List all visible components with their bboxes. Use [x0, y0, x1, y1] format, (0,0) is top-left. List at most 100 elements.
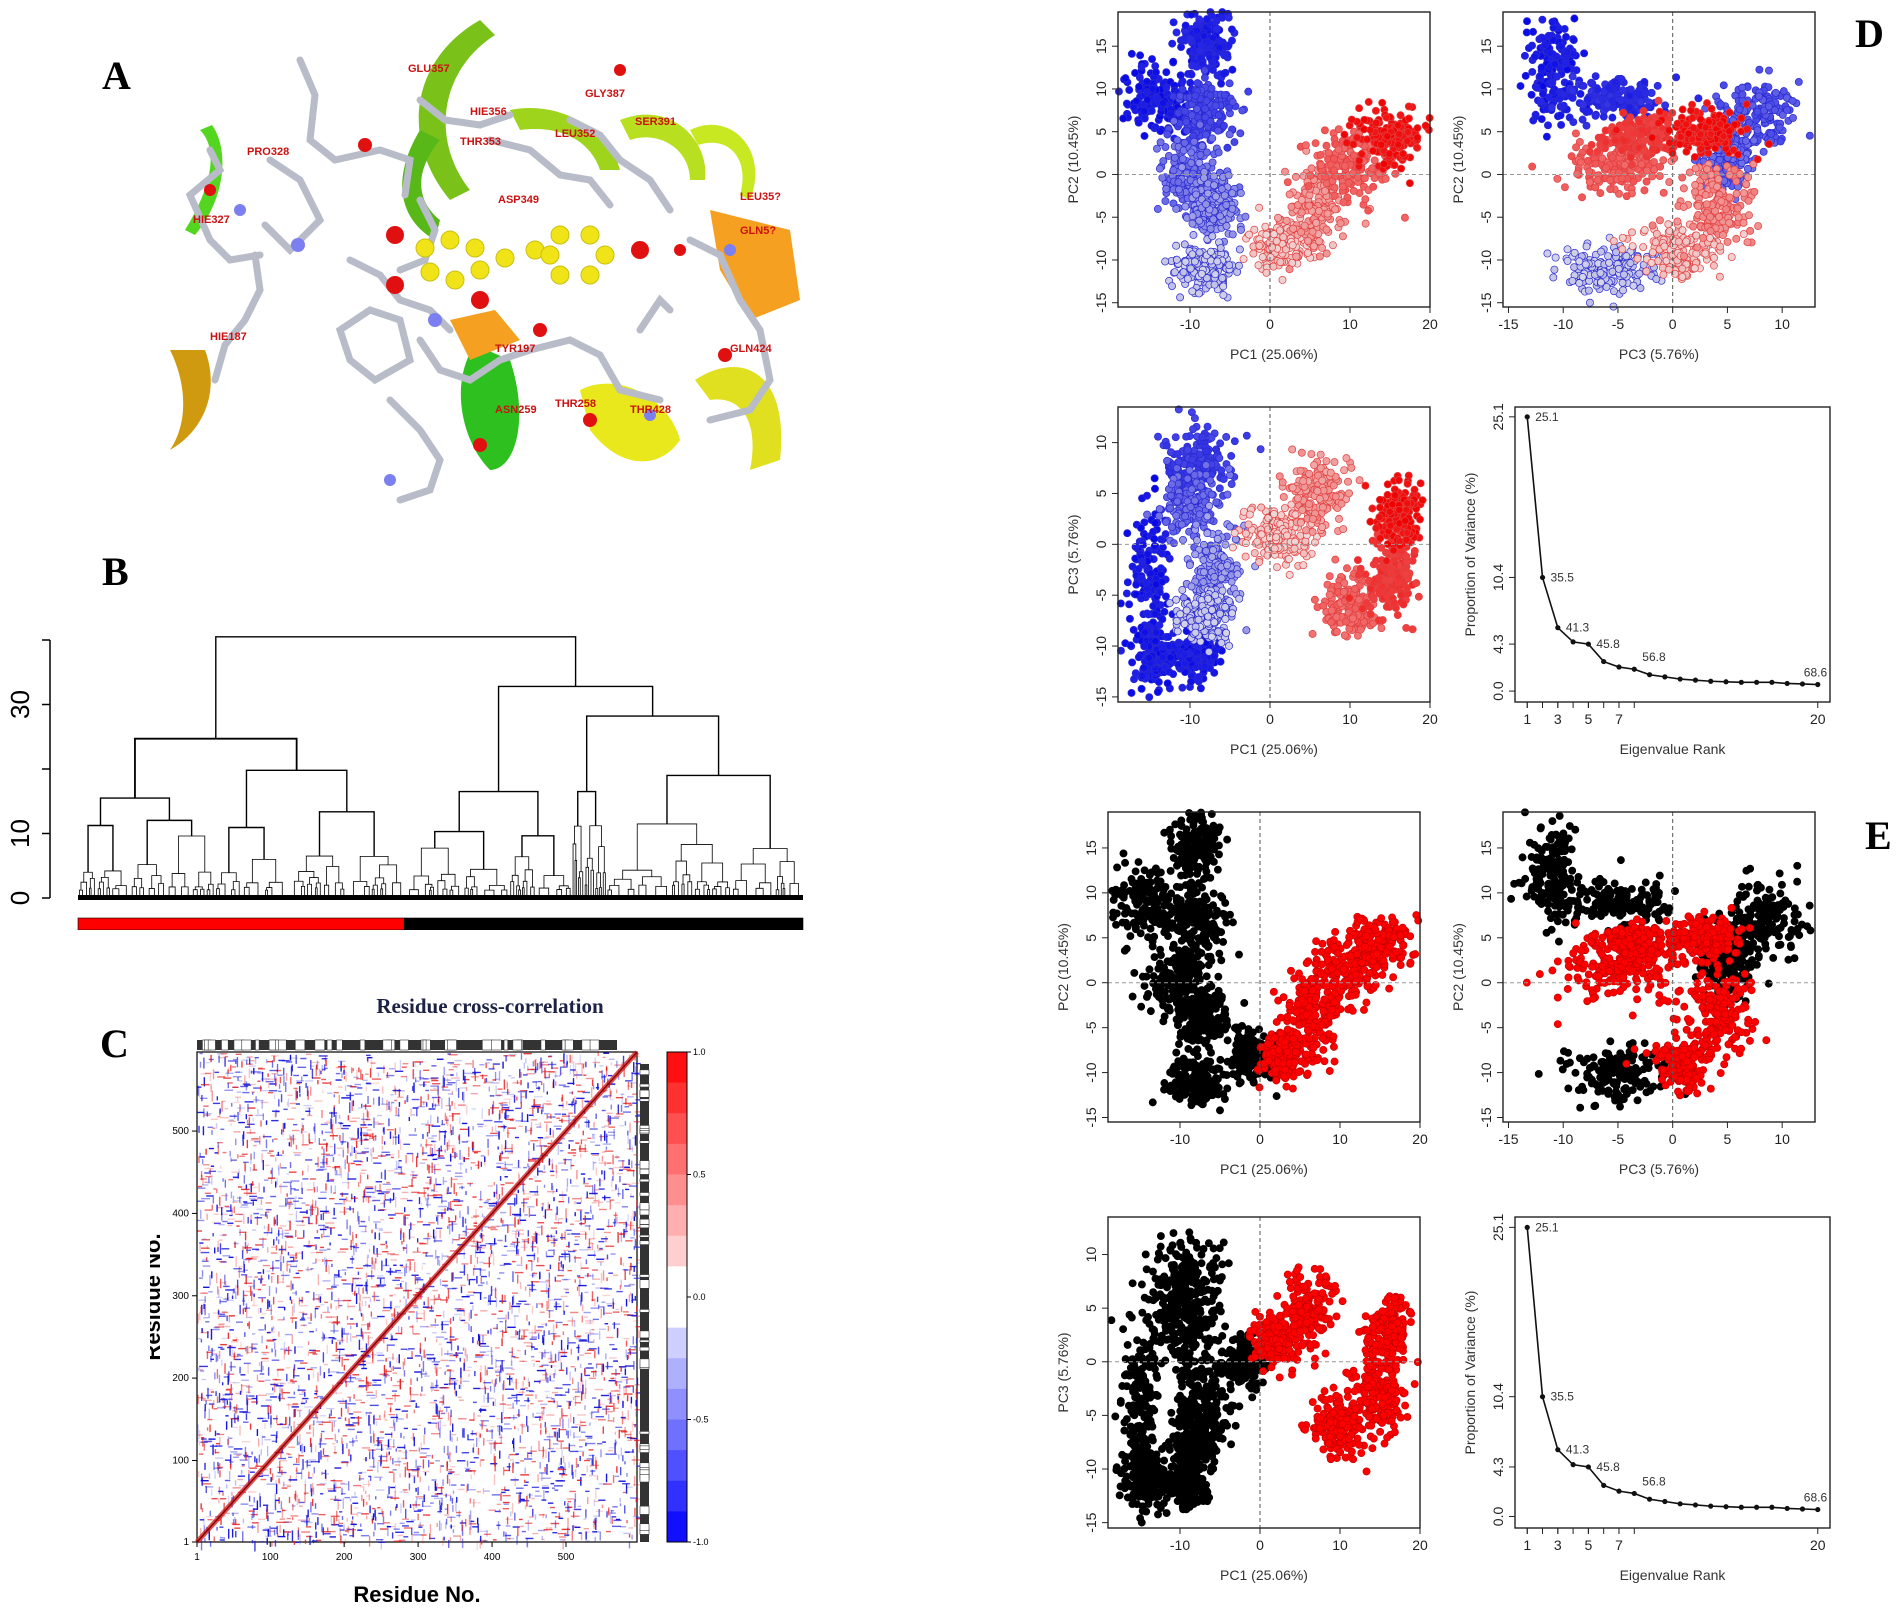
heatmap-cell [410, 1305, 418, 1307]
heatmap-cell [593, 1230, 595, 1239]
heatmap-cell [403, 1462, 407, 1465]
heatmap-cell [481, 1420, 483, 1430]
heatmap-cell [554, 1433, 556, 1438]
heatmap-cell [445, 1518, 448, 1525]
heatmap-cell [420, 1355, 423, 1361]
heatmap-cell [495, 1359, 505, 1362]
heatmap-cell [299, 1533, 301, 1545]
heatmap-cell [532, 1412, 534, 1418]
heatmap-cell [499, 1509, 501, 1513]
heatmap-cell [631, 1145, 633, 1153]
heatmap-cell [431, 1065, 437, 1067]
heatmap-cell [535, 1412, 543, 1414]
heatmap-cell [529, 1287, 531, 1297]
heatmap-cell [233, 1200, 241, 1202]
heatmap-cell [443, 1536, 445, 1541]
heatmap-cell [393, 1472, 395, 1483]
heatmap-cell [309, 1424, 315, 1426]
heatmap-cell [338, 1060, 346, 1063]
heatmap-cell [218, 1324, 224, 1326]
heatmap-cell [615, 1518, 621, 1521]
heatmap-cell [395, 1448, 397, 1452]
heatmap-cell [458, 1399, 464, 1401]
heatmap-cell [447, 1455, 450, 1459]
heatmap-cell [349, 1333, 352, 1342]
heatmap-cell [239, 1390, 242, 1395]
heatmap-cell [394, 1392, 396, 1402]
label-thr428: THR428 [630, 404, 671, 416]
heatmap-cell [403, 1370, 406, 1377]
heatmap-cell [351, 1520, 353, 1525]
heatmap-cell [530, 1450, 537, 1452]
heatmap-cell [373, 1433, 375, 1444]
heatmap-cell [217, 1433, 225, 1436]
heatmap-cell [412, 1428, 418, 1430]
heatmap-cell [232, 1076, 242, 1078]
heatmap-cell [406, 1349, 410, 1351]
heatmap-cell [503, 1124, 505, 1132]
heatmap-cell [457, 1308, 465, 1310]
heatmap-cell [505, 1182, 514, 1184]
heatmap-cell [571, 1464, 573, 1476]
heatmap-cell [359, 1172, 366, 1174]
heatmap-cell [561, 1348, 564, 1355]
heatmap-cell [628, 1082, 637, 1084]
heatmap-cell [622, 1268, 628, 1271]
heatmap-cell [337, 1417, 342, 1419]
heatmap-cell [558, 1462, 561, 1469]
heatmap-cell [308, 1477, 313, 1479]
heatmap-cell [508, 1100, 511, 1105]
heatmap-cell [618, 1429, 620, 1439]
heatmap-cell [361, 1494, 363, 1501]
heatmap-cell [292, 1200, 300, 1202]
heatmap-cell [261, 1100, 263, 1109]
heatmap-cell [633, 1320, 640, 1322]
heatmap-cell [308, 1209, 315, 1211]
heatmap-cell [297, 1367, 305, 1370]
heatmap-cell [343, 1064, 346, 1073]
heatmap-cell [506, 1093, 515, 1096]
heatmap-cell [535, 1081, 538, 1087]
heatmap-cell [574, 1391, 581, 1393]
heatmap-cell [602, 1143, 612, 1145]
heatmap-cell [599, 1178, 601, 1187]
heatmap-cell [493, 1192, 497, 1194]
heatmap-cell [527, 1230, 529, 1237]
heatmap-cell [226, 1315, 228, 1322]
heatmap-cell [520, 1388, 526, 1390]
heatmap-cell [244, 1075, 246, 1085]
heatmap-cell [561, 1190, 564, 1200]
heatmap-cell [422, 1459, 425, 1469]
heatmap-cell [220, 1213, 228, 1215]
heatmap-cell [610, 1509, 613, 1514]
heatmap-cell [548, 1158, 551, 1166]
heatmap-cell [392, 1188, 401, 1190]
heatmap-cell [302, 1124, 304, 1131]
heatmap-cell [248, 1068, 251, 1079]
heatmap-cell [359, 1126, 368, 1129]
heatmap-cell [352, 1100, 355, 1107]
heatmap-cell [360, 1220, 366, 1223]
heatmap-cell [280, 1129, 283, 1135]
heatmap-cell [547, 1310, 554, 1312]
heatmap-cell [417, 1221, 423, 1223]
heatmap-cell [550, 1227, 557, 1229]
heatmap-cell [299, 1131, 308, 1133]
heatmap-cell [422, 1262, 426, 1265]
heatmap-cell [246, 1351, 251, 1354]
heatmap-cell [398, 1456, 401, 1467]
heatmap-cell [422, 1534, 424, 1544]
heatmap-cell [628, 1283, 635, 1286]
heatmap-cell [269, 1150, 274, 1152]
heatmap-cell [559, 1060, 563, 1062]
heatmap-cell [624, 1433, 632, 1436]
heatmap-cell [537, 1170, 543, 1172]
heatmap-cell [570, 1515, 580, 1517]
heatmap-cell [510, 1193, 517, 1195]
heatmap-cell [249, 1346, 257, 1349]
heatmap-cell [572, 1416, 575, 1424]
heatmap-cell [219, 1539, 225, 1541]
heatmap-cell [217, 1467, 219, 1474]
heatmap-cell [338, 1350, 341, 1354]
heatmap-cell [470, 1216, 478, 1219]
